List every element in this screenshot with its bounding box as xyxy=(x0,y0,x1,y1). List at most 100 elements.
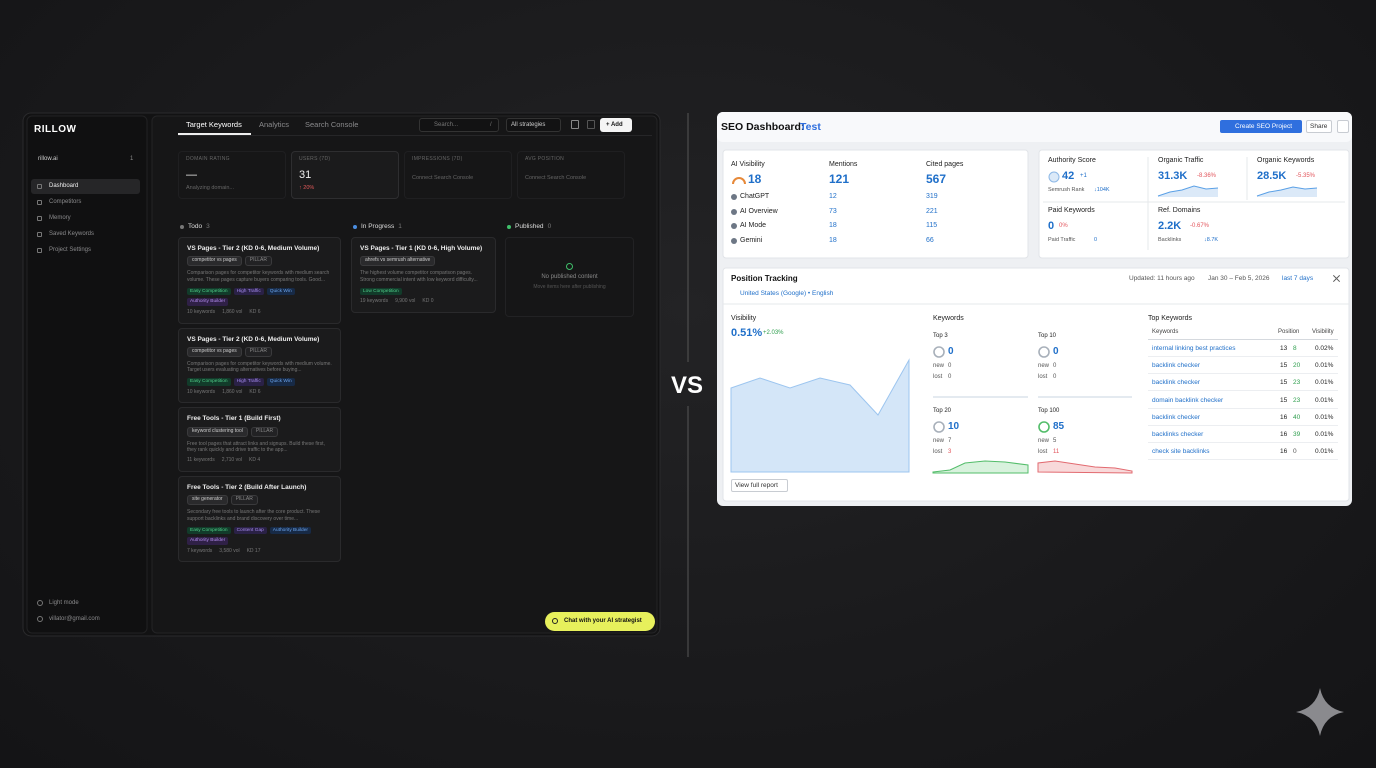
nav-item[interactable]: Saved Keywords xyxy=(49,231,95,237)
metric-value: 2.2K xyxy=(1158,220,1182,232)
card[interactable]: VS Pages - Tier 1 (KD 0-6, High Volume) a… xyxy=(351,237,496,313)
chat-button[interactable] xyxy=(545,612,655,631)
sparkline xyxy=(932,460,1029,474)
metric-sub-label: Backlinks xyxy=(1158,237,1182,243)
metric-value: 31.3K xyxy=(1158,170,1188,182)
new-count: 0 xyxy=(948,363,952,369)
top-keywords-label: Top Keywords xyxy=(1148,315,1192,322)
tracking-location[interactable]: United States (Google) • English xyxy=(740,290,834,297)
lost-label: lost xyxy=(933,449,943,455)
metric-sub-label: Paid Traffic xyxy=(1048,237,1076,243)
card[interactable]: VS Pages - Tier 2 (KD 0-6, Medium Volume… xyxy=(178,237,341,324)
close-button[interactable] xyxy=(1333,275,1340,282)
metrics-card xyxy=(1038,149,1350,259)
card[interactable]: VS Pages - Tier 2 (KD 0-6, Medium Volume… xyxy=(178,327,341,404)
keyword-visibility: 0.01% xyxy=(1315,379,1334,387)
nav-item[interactable]: Competitors xyxy=(49,199,82,205)
row-rule xyxy=(1148,442,1338,443)
row-rule xyxy=(1148,407,1338,409)
sparkline xyxy=(1037,460,1133,474)
settings-button[interactable] xyxy=(1337,120,1349,133)
row-rule xyxy=(1148,424,1338,426)
new-label: new xyxy=(933,438,945,444)
footer-item[interactable]: villator@gmail.com xyxy=(49,616,100,622)
card[interactable]: Free Tools - Tier 1 (Build First) keyword… xyxy=(178,407,341,472)
ring xyxy=(1038,346,1050,358)
card[interactable]: Free Tools - Tier 2 (Build After Launch)… xyxy=(178,475,341,563)
footer-item[interactable]: Light mode xyxy=(49,600,79,606)
position: 16 xyxy=(1280,448,1288,456)
lost-label: lost xyxy=(933,374,943,380)
tag: PILLAR xyxy=(250,426,279,437)
tab[interactable]: Target Keywords xyxy=(186,120,242,129)
keyword-visibility: 0.01% xyxy=(1315,413,1334,421)
keyword[interactable]: check site backlinks xyxy=(1152,448,1210,456)
stat-value: — xyxy=(186,169,197,181)
group-label: Top 10 xyxy=(1038,333,1057,339)
tab[interactable]: Search Console xyxy=(305,120,359,129)
stat-card xyxy=(178,151,286,199)
stat-note: Connect Search Console xyxy=(412,175,474,181)
nav-item[interactable]: Dashboard xyxy=(49,183,79,189)
group-label: Top 3 xyxy=(933,333,948,339)
view-toggle[interactable] xyxy=(571,120,579,129)
tag-row: keyword clustering tool PILLAR xyxy=(187,426,332,437)
chip: Low Competition xyxy=(360,287,402,296)
card-description: Secondary free tools to launch after the… xyxy=(187,509,321,522)
group-value: 10 xyxy=(948,421,960,432)
sparkline xyxy=(1257,187,1317,197)
keyword[interactable]: backlinks checker xyxy=(1152,431,1204,438)
keyword[interactable]: backlink checker xyxy=(1152,413,1201,421)
nav-item[interactable]: Memory xyxy=(49,215,71,221)
empty-hint: Move items here after publishing xyxy=(533,284,606,291)
view-toggle[interactable] xyxy=(587,120,595,129)
tab[interactable]: Analytics xyxy=(259,120,290,129)
keyword-visibility: 0.01% xyxy=(1315,396,1334,404)
meta: 10 keywords xyxy=(187,308,216,315)
column-header: In Progress 1 xyxy=(353,223,402,230)
keyword[interactable]: backlink checker xyxy=(1152,379,1201,387)
position-change: 39 xyxy=(1293,431,1301,438)
period[interactable]: last 7 days xyxy=(1282,275,1314,282)
meta: KD 4 xyxy=(249,457,261,464)
footer-icon xyxy=(37,600,43,606)
ai-count: 221 xyxy=(926,207,938,215)
group-label: Top 100 xyxy=(1038,408,1060,414)
ai-count: 12 xyxy=(829,193,837,200)
meta: 1,860 vol xyxy=(222,388,243,395)
empty-icon xyxy=(566,263,573,271)
column-header: Todo 3 xyxy=(180,223,210,230)
search-box[interactable] xyxy=(419,118,499,132)
add-button[interactable] xyxy=(600,118,632,132)
chip: Quick Win xyxy=(266,287,295,296)
group-label: Top 20 xyxy=(933,408,952,414)
ai-card xyxy=(722,149,1029,259)
group-value: 0 xyxy=(1053,346,1059,357)
engine-icon xyxy=(731,237,737,244)
column: VS Pages - Tier 2 (KD 0-6, Medium Volume… xyxy=(178,237,341,563)
report-button[interactable] xyxy=(731,479,788,492)
card-description: Comparison pages for competitor keywords… xyxy=(187,270,330,283)
keyword[interactable]: domain backlink checker xyxy=(1152,396,1224,404)
meta-row: 11 keywords 2,710 vol KD 4 xyxy=(187,457,332,464)
filter-box[interactable] xyxy=(506,118,561,132)
share-button[interactable] xyxy=(1306,120,1332,133)
card-title: Free Tools - Tier 1 (Build First) xyxy=(187,415,281,423)
engine-name: AI Mode xyxy=(740,222,767,229)
add-button-label: + Add xyxy=(606,122,623,128)
lost-count: 3 xyxy=(948,449,952,455)
card-title: VS Pages - Tier 2 (KD 0-6, Medium Volume… xyxy=(187,245,320,252)
keyword[interactable]: internal linking best practices xyxy=(1152,345,1236,352)
meta: KD 6 xyxy=(249,388,261,395)
nav-item[interactable]: Project Settings xyxy=(49,247,92,253)
project-name[interactable]: Test xyxy=(800,121,821,133)
chip-row: Low Competition xyxy=(360,287,487,296)
keyword-visibility: 0.01% xyxy=(1315,362,1334,370)
new-count: 7 xyxy=(948,438,952,444)
keyword[interactable]: backlink checker xyxy=(1152,362,1201,370)
ai-total: 18 xyxy=(748,172,762,186)
ai-total: 567 xyxy=(926,172,947,186)
tag: site generator xyxy=(187,495,228,506)
create-button[interactable] xyxy=(1220,120,1302,133)
column: VS Pages - Tier 1 (KD 0-6, High Volume) a… xyxy=(351,237,496,313)
